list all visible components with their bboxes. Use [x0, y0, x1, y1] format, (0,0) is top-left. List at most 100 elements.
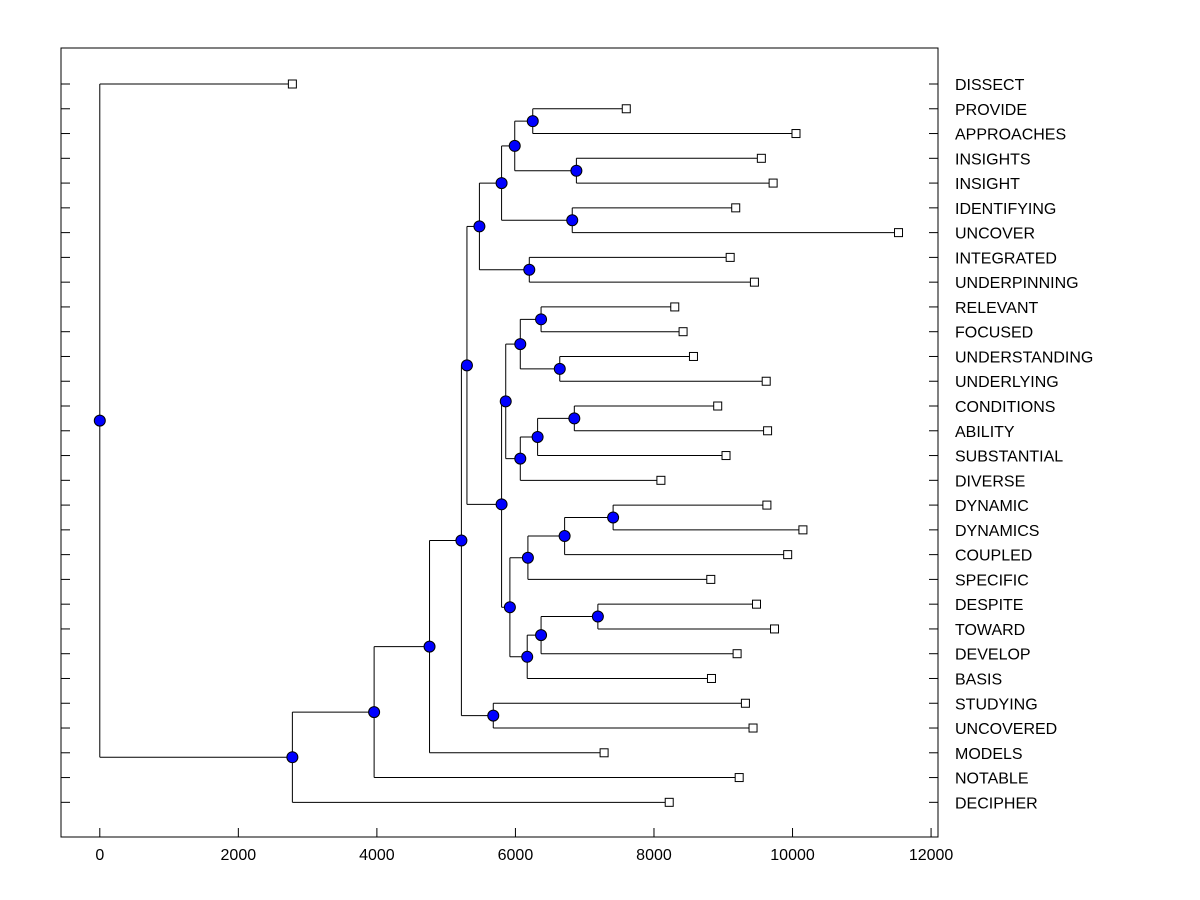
leaf-label: DESPITE [955, 597, 1023, 614]
leaf-label: TOWARD [955, 622, 1025, 639]
leaf-marker [688, 351, 698, 361]
x-tick-label: 12000 [909, 847, 954, 864]
merge-node [526, 115, 539, 128]
leaf-label: SPECIFIC [955, 572, 1029, 589]
leaf-label: PROVIDE [955, 102, 1027, 119]
merge-node [503, 601, 516, 614]
merge-node [286, 751, 299, 764]
leaf-labels: DISSECT PROVIDE APPROACHES INSIGHTS INSIGHT I… [955, 77, 1093, 812]
merge-node [591, 610, 604, 623]
leaf-marker [752, 599, 762, 609]
axis-ticks: 0 2000 4000 6000 8000 10000 12000 [61, 83, 954, 864]
plot-frame [60, 47, 939, 838]
leaf-marker [621, 104, 631, 114]
merge-node [535, 313, 548, 326]
leaf-marker [770, 624, 780, 634]
leaf-marker [656, 475, 666, 485]
merge-node [531, 430, 544, 443]
leaf-marker [756, 153, 766, 163]
leaf-marker [721, 451, 731, 461]
x-tick-label: 6000 [498, 847, 534, 864]
merge-node [514, 338, 527, 351]
leaf-marker [706, 673, 716, 683]
merge-node [455, 534, 468, 547]
merge-node [521, 551, 534, 564]
leaf-label: MODELS [955, 746, 1023, 763]
merge-node [514, 452, 527, 465]
leaf-label: APPROACHES [955, 127, 1066, 144]
leaf-marker [732, 649, 742, 659]
leaf-label: UNDERSTANDING [955, 349, 1093, 366]
merge-node [521, 650, 534, 663]
merge-node [495, 498, 508, 511]
merge-node [93, 414, 106, 427]
merge-node [473, 220, 486, 233]
merge-node [508, 139, 521, 152]
leaf-label: BASIS [955, 671, 1002, 688]
leaf-marker [740, 698, 750, 708]
x-tick-label: 10000 [770, 847, 815, 864]
leaf-label: DISSECT [955, 77, 1025, 94]
leaf-label: DEVELOP [955, 647, 1031, 664]
leaf-marker [791, 129, 801, 139]
merge-node [558, 530, 571, 543]
leaf-label: INSIGHTS [955, 151, 1031, 168]
x-tick-label: 0 [95, 847, 104, 864]
leaf-label: UNCOVERED [955, 721, 1057, 738]
leaf-marker [287, 79, 297, 89]
merge-node [495, 177, 508, 190]
merge-node [553, 362, 566, 375]
leaf-label: INTEGRATED [955, 250, 1057, 267]
merge-node [523, 263, 536, 276]
leaf-marker [670, 302, 680, 312]
merge-node [607, 511, 620, 524]
merge-node [487, 709, 500, 722]
merge-node [460, 359, 473, 372]
merge-node [570, 164, 583, 177]
merge-node [423, 640, 436, 653]
leaf-label: IDENTIFYING [955, 201, 1056, 218]
leaf-marker [706, 574, 716, 584]
leaf-label: DECIPHER [955, 795, 1038, 812]
x-tick-label: 2000 [221, 847, 257, 864]
x-tick-label: 8000 [636, 847, 672, 864]
leaf-marker [761, 376, 771, 386]
leaf-marker [664, 797, 674, 807]
leaf-marker [894, 228, 904, 238]
leaf-marker [713, 401, 723, 411]
leaf-label: SUBSTANTIAL [955, 449, 1063, 466]
leaf-marker [763, 426, 773, 436]
merge-node [499, 395, 512, 408]
leaf-label: UNDERLYING [955, 374, 1059, 391]
leaf-label: FOCUSED [955, 325, 1033, 342]
leaf-label: NOTABLE [955, 771, 1029, 788]
x-tick-label: 4000 [359, 847, 395, 864]
leaf-marker [783, 550, 793, 560]
leaf-label: ABILITY [955, 424, 1015, 441]
leaf-label: DIVERSE [955, 473, 1025, 490]
leaf-label: UNDERPINNING [955, 275, 1079, 292]
leaf-marker [749, 277, 759, 287]
leaf-label: DYNAMICS [955, 523, 1039, 540]
dendrogram-nodes [93, 115, 620, 764]
merge-node [566, 214, 579, 227]
leaf-label: CONDITIONS [955, 399, 1055, 416]
merge-node [568, 412, 581, 425]
leaf-marker [798, 525, 808, 535]
leaf-label: RELEVANT [955, 300, 1039, 317]
leaf-label: UNCOVER [955, 226, 1035, 243]
leaf-label: COUPLED [955, 548, 1032, 565]
leaf-marker [731, 203, 741, 213]
leaf-label: INSIGHT [955, 176, 1020, 193]
leaf-marker [762, 500, 772, 510]
merge-node [535, 629, 548, 642]
leaf-label: STUDYING [955, 696, 1038, 713]
dendrogram-leaves [287, 79, 904, 807]
leaf-marker [599, 748, 609, 758]
leaf-marker [768, 178, 778, 188]
leaf-marker [725, 252, 735, 262]
leaf-label: DYNAMIC [955, 498, 1029, 515]
leaf-marker [748, 723, 758, 733]
